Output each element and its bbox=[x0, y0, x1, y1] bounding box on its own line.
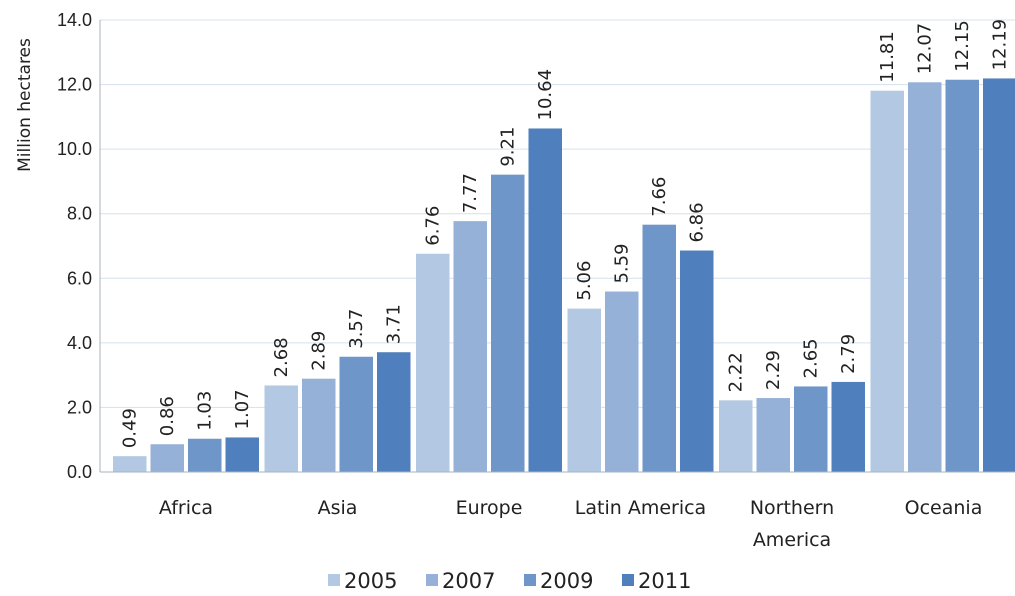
category-label: Latin America bbox=[575, 497, 706, 519]
data-labels: 0.49 0.86 1.03 1.07 2.68 2.89 3.57 3.71 6.76 7.77… bbox=[120, 19, 1011, 448]
category-label: Oceania bbox=[905, 497, 983, 519]
bar-2007-5 bbox=[908, 82, 942, 472]
data-label: 0.49 bbox=[120, 408, 141, 448]
data-label: 5.06 bbox=[574, 261, 595, 301]
bar-2011-3 bbox=[680, 250, 714, 472]
data-label: 2.68 bbox=[271, 337, 292, 377]
y-axis-ticks: 0.0 2.0 4.0 6.0 8.0 10.0 12.0 14.0 bbox=[57, 10, 92, 482]
category-label: Asia bbox=[318, 497, 358, 519]
data-label: 2.89 bbox=[309, 331, 330, 371]
legend-label: 2009 bbox=[540, 569, 593, 593]
legend-swatch-2005 bbox=[328, 574, 340, 586]
legend-label: 2005 bbox=[344, 569, 397, 593]
bar-2005-3 bbox=[567, 308, 601, 472]
category-label: America bbox=[753, 529, 831, 551]
data-label: 12.07 bbox=[915, 23, 936, 75]
data-label: 2.65 bbox=[801, 338, 822, 378]
bar-2005-5 bbox=[870, 90, 904, 472]
data-label: 7.77 bbox=[460, 173, 481, 213]
data-label: 9.21 bbox=[498, 127, 519, 167]
bar-2009-0 bbox=[188, 438, 222, 472]
bar-2007-1 bbox=[302, 378, 336, 472]
legend-swatch-2011 bbox=[622, 574, 634, 586]
bar-2005-4 bbox=[719, 400, 753, 472]
data-label: 2.29 bbox=[763, 350, 784, 390]
bar-2009-3 bbox=[642, 224, 676, 472]
bar-2007-3 bbox=[605, 291, 639, 472]
bar-2009-1 bbox=[339, 356, 373, 472]
y-tick-label: 4.0 bbox=[67, 333, 92, 353]
data-label: 7.66 bbox=[649, 177, 670, 217]
bars bbox=[113, 78, 1015, 473]
y-tick-label: 6.0 bbox=[67, 268, 92, 288]
data-label: 2.22 bbox=[726, 352, 747, 392]
data-label: 1.03 bbox=[195, 391, 216, 431]
y-tick-label: 10.0 bbox=[57, 139, 92, 159]
data-label: 3.57 bbox=[346, 309, 367, 349]
y-tick-label: 2.0 bbox=[67, 397, 92, 417]
y-axis-title: Million hectares bbox=[15, 38, 35, 172]
bar-2005-2 bbox=[416, 253, 450, 472]
legend: 2005 2007 2009 2011 bbox=[328, 569, 691, 593]
legend-label: 2011 bbox=[638, 569, 691, 593]
bar-2011-0 bbox=[225, 437, 259, 472]
data-label: 6.86 bbox=[687, 202, 708, 242]
y-tick-label: 8.0 bbox=[67, 204, 92, 224]
bar-2009-2 bbox=[491, 174, 525, 473]
data-label: 6.76 bbox=[423, 206, 444, 246]
bar-2005-0 bbox=[113, 456, 147, 472]
category-label: Europe bbox=[456, 497, 523, 519]
bar-2011-4 bbox=[831, 381, 865, 472]
bar-2005-1 bbox=[264, 385, 298, 472]
bar-2007-0 bbox=[150, 444, 184, 472]
legend-swatch-2007 bbox=[426, 574, 438, 586]
legend-swatch-2009 bbox=[524, 574, 536, 586]
data-label: 1.07 bbox=[232, 389, 253, 429]
legend-label: 2007 bbox=[442, 569, 495, 593]
bar-2009-5 bbox=[945, 79, 979, 472]
data-label: 11.81 bbox=[877, 31, 898, 83]
bar-2011-1 bbox=[377, 352, 411, 472]
category-label: Africa bbox=[159, 497, 213, 519]
y-tick-label: 14.0 bbox=[57, 10, 92, 30]
category-labels: Africa Asia Europe Latin America Northern Ame… bbox=[159, 497, 982, 551]
y-tick-label: 12.0 bbox=[57, 75, 92, 95]
data-label: 2.79 bbox=[838, 334, 859, 374]
bar-2009-4 bbox=[794, 386, 828, 472]
bar-2011-5 bbox=[983, 78, 1015, 473]
bar-2011-2 bbox=[528, 128, 562, 473]
category-label: Northern bbox=[750, 497, 834, 519]
data-label: 10.64 bbox=[535, 69, 556, 121]
bar-2007-2 bbox=[453, 221, 487, 472]
data-label: 5.59 bbox=[612, 243, 633, 283]
data-label: 12.15 bbox=[952, 20, 973, 72]
data-label: 3.71 bbox=[384, 304, 405, 344]
data-label: 12.19 bbox=[990, 19, 1011, 71]
data-label: 0.86 bbox=[157, 396, 178, 436]
y-tick-label: 0.0 bbox=[67, 462, 92, 482]
bar-2007-4 bbox=[756, 398, 790, 472]
